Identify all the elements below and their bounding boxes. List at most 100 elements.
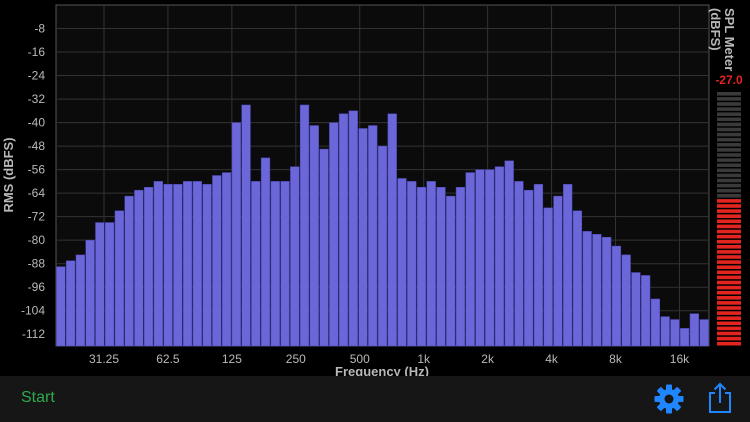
- spectrum-bar: [641, 275, 651, 347]
- y-tick-label: -56: [28, 163, 46, 177]
- y-tick-label: -112: [22, 327, 45, 341]
- meter-segment: [717, 148, 741, 152]
- x-tick-labels: 31.25 62.5 125 250 500 1k 2k 4k 8k 16k: [89, 352, 690, 366]
- x-tick-label: 500: [350, 352, 370, 366]
- meter-segment: [717, 204, 741, 208]
- y-tick-label: -96: [28, 280, 46, 294]
- spectrum-bar: [95, 222, 105, 347]
- spectrum-bar: [153, 181, 163, 347]
- spectrum-bar: [241, 104, 251, 347]
- spectrum-bar: [689, 313, 700, 347]
- y-tick-label: -80: [28, 233, 46, 247]
- x-tick-label: 125: [222, 352, 242, 366]
- meter-segment: [717, 137, 741, 142]
- spectrum-bar: [514, 181, 524, 347]
- spectrum-bar: [660, 316, 670, 347]
- spectrum-bar: [221, 172, 232, 347]
- spectrum-bar: [543, 207, 553, 347]
- meter-segment: [717, 260, 741, 264]
- spectrum-bar: [582, 231, 592, 347]
- spectrum-bar: [251, 181, 261, 347]
- spectrum-bar: [85, 239, 95, 347]
- spectrum-chart: -8 -16 -24 -32 -40 -48 -56 -64 -72 -80 -88 -96 -104 -…: [1, 4, 743, 376]
- meter-segment: [717, 183, 741, 188]
- meter-segment: [717, 290, 741, 295]
- spectrum-bar: [66, 260, 76, 347]
- y-tick-label: -40: [28, 116, 46, 130]
- meter-segment: [717, 168, 741, 173]
- x-tick-label: 1k: [417, 352, 431, 366]
- spectrum-bar: [485, 169, 495, 347]
- meter-segment: [717, 265, 741, 269]
- meter-segment: [717, 107, 741, 111]
- meter-segment: [717, 301, 741, 305]
- meter-segment: [717, 163, 741, 167]
- meter-segment: [717, 188, 741, 193]
- meter-segment: [717, 97, 741, 101]
- meter-segment: [717, 102, 741, 106]
- spectrum-bar: [407, 181, 417, 347]
- spectrum-bar: [563, 184, 573, 347]
- spectrum-bar: [104, 222, 115, 347]
- y-axis-title: RMS (dBFS): [1, 137, 16, 212]
- spectrum-bar: [436, 187, 446, 347]
- meter-segment: [717, 153, 741, 157]
- spectrum-bar: [163, 184, 173, 347]
- spectrum-bar: [56, 266, 66, 347]
- spectrum-bar: [192, 181, 202, 347]
- share-button[interactable]: [706, 381, 734, 415]
- x-tick-label: 62.5: [156, 352, 180, 366]
- spectrum-bar: [377, 145, 388, 347]
- meter-segment: [717, 194, 741, 198]
- y-tick-label: -48: [28, 139, 46, 153]
- spectrum-bar: [504, 160, 514, 347]
- x-tick-label: 4k: [545, 352, 559, 366]
- spectrum-bar: [319, 148, 329, 347]
- spectrum-bar: [475, 169, 485, 347]
- spectrum-bar: [280, 181, 290, 347]
- spectrum-bar: [592, 234, 602, 347]
- spectrum-bar: [358, 128, 368, 347]
- meter-segment: [717, 143, 741, 147]
- meter-segment: [717, 275, 741, 280]
- meter-segment: [717, 132, 741, 137]
- spectrum-bar: [611, 245, 622, 347]
- meter-segment: [717, 270, 741, 275]
- gear-icon: [654, 384, 684, 414]
- meter-value: -27.0: [715, 73, 743, 87]
- spectrum-bar: [143, 187, 154, 347]
- meter-segment: [717, 199, 741, 203]
- share-icon: [709, 382, 731, 413]
- x-tick-label: 31.25: [89, 352, 119, 366]
- meter-segment: [717, 239, 741, 244]
- meter-segment: [717, 336, 741, 341]
- spectrum-bar: [426, 181, 436, 347]
- meter-segment: [717, 173, 741, 178]
- x-tick-label: 250: [286, 352, 306, 366]
- y-tick-label: -64: [28, 186, 46, 200]
- spectrum-bar: [75, 254, 85, 347]
- meter-segment: [717, 321, 741, 326]
- spectrum-bar: [446, 195, 456, 347]
- spectrum-bar: [114, 210, 124, 347]
- meter-segment: [717, 127, 741, 132]
- meter-segment: [717, 112, 741, 116]
- spectrum-bar: [231, 122, 241, 347]
- meter-segment: [717, 326, 741, 331]
- spectrum-bar: [397, 178, 407, 347]
- spectrum-bar: [134, 189, 144, 347]
- spectrum-bar: [699, 319, 709, 347]
- meter-segment: [717, 234, 741, 239]
- spectrum-bar: [650, 298, 661, 347]
- spectrum-bar: [124, 195, 134, 347]
- settings-button[interactable]: [653, 383, 685, 415]
- y-tick-label: -72: [28, 210, 46, 224]
- spectrum-bar: [387, 113, 397, 347]
- spectrum-bar: [212, 175, 222, 347]
- start-button[interactable]: Start: [21, 389, 55, 406]
- y-tick-label: -88: [28, 257, 46, 271]
- spectrum-bar: [202, 184, 212, 347]
- meter-segment: [717, 285, 741, 290]
- meter-segment: [717, 92, 741, 96]
- meter-segment: [717, 224, 741, 229]
